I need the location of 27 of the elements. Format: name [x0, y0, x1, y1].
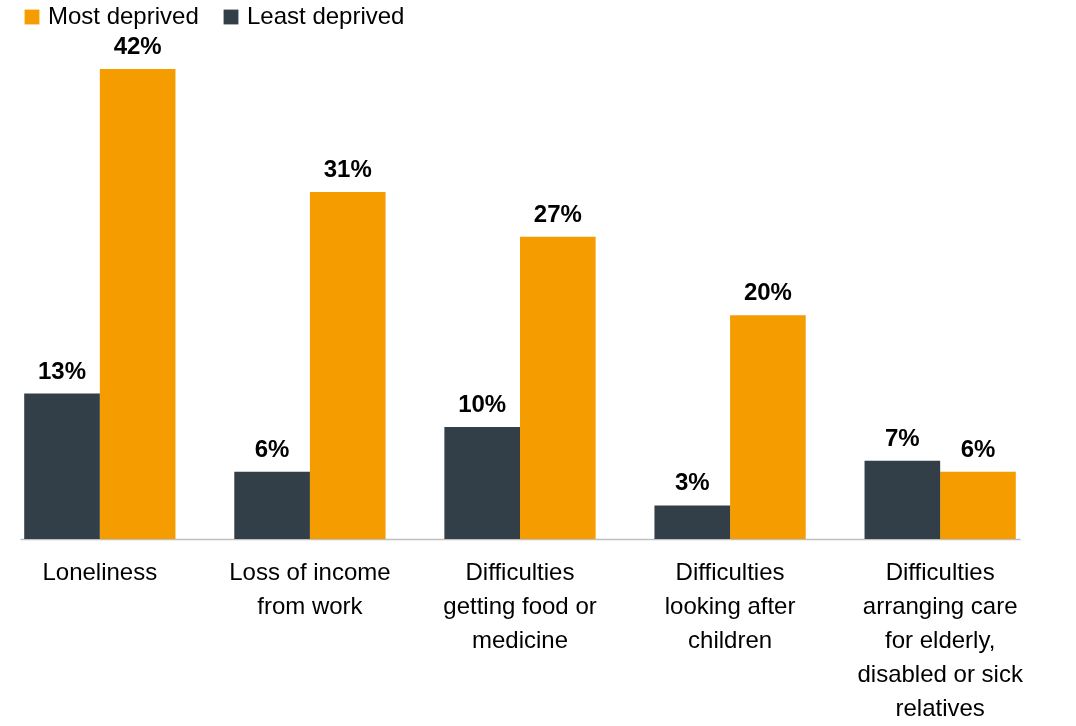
bar: [99, 69, 176, 539]
data-label: 3%: [674, 468, 710, 496]
x-tick-label: Loneliness: [42, 558, 158, 585]
x-tick-label: Difficulties arranging care for elderly, disabled or sick relatives: [857, 558, 1024, 721]
data-label: 6%: [254, 434, 290, 462]
bar: [520, 236, 596, 539]
data-label: 7%: [885, 423, 920, 451]
x-tick-label: Difficulties getting food or medicine: [443, 558, 597, 653]
x-tick-label: Difficulties looking after children: [664, 558, 796, 653]
legend-label: Least deprived: [247, 2, 405, 29]
data-label: 20%: [743, 278, 792, 306]
bar: [234, 471, 310, 539]
bar: [24, 393, 100, 539]
bar: [309, 192, 386, 539]
data-label: 13%: [37, 356, 87, 384]
bar: [864, 460, 941, 539]
x-tick-label: Loss of income from work: [229, 558, 391, 619]
data-label: 27%: [533, 199, 582, 227]
data-label: 42%: [113, 32, 162, 59]
data-label: 10%: [458, 390, 507, 418]
bar: [730, 315, 806, 539]
bar: [940, 471, 1016, 539]
bar: [444, 427, 520, 539]
data-label: 31%: [323, 155, 372, 183]
legend-label: Most deprived: [48, 2, 199, 29]
bar: [654, 505, 731, 539]
data-label: 6%: [960, 434, 996, 462]
